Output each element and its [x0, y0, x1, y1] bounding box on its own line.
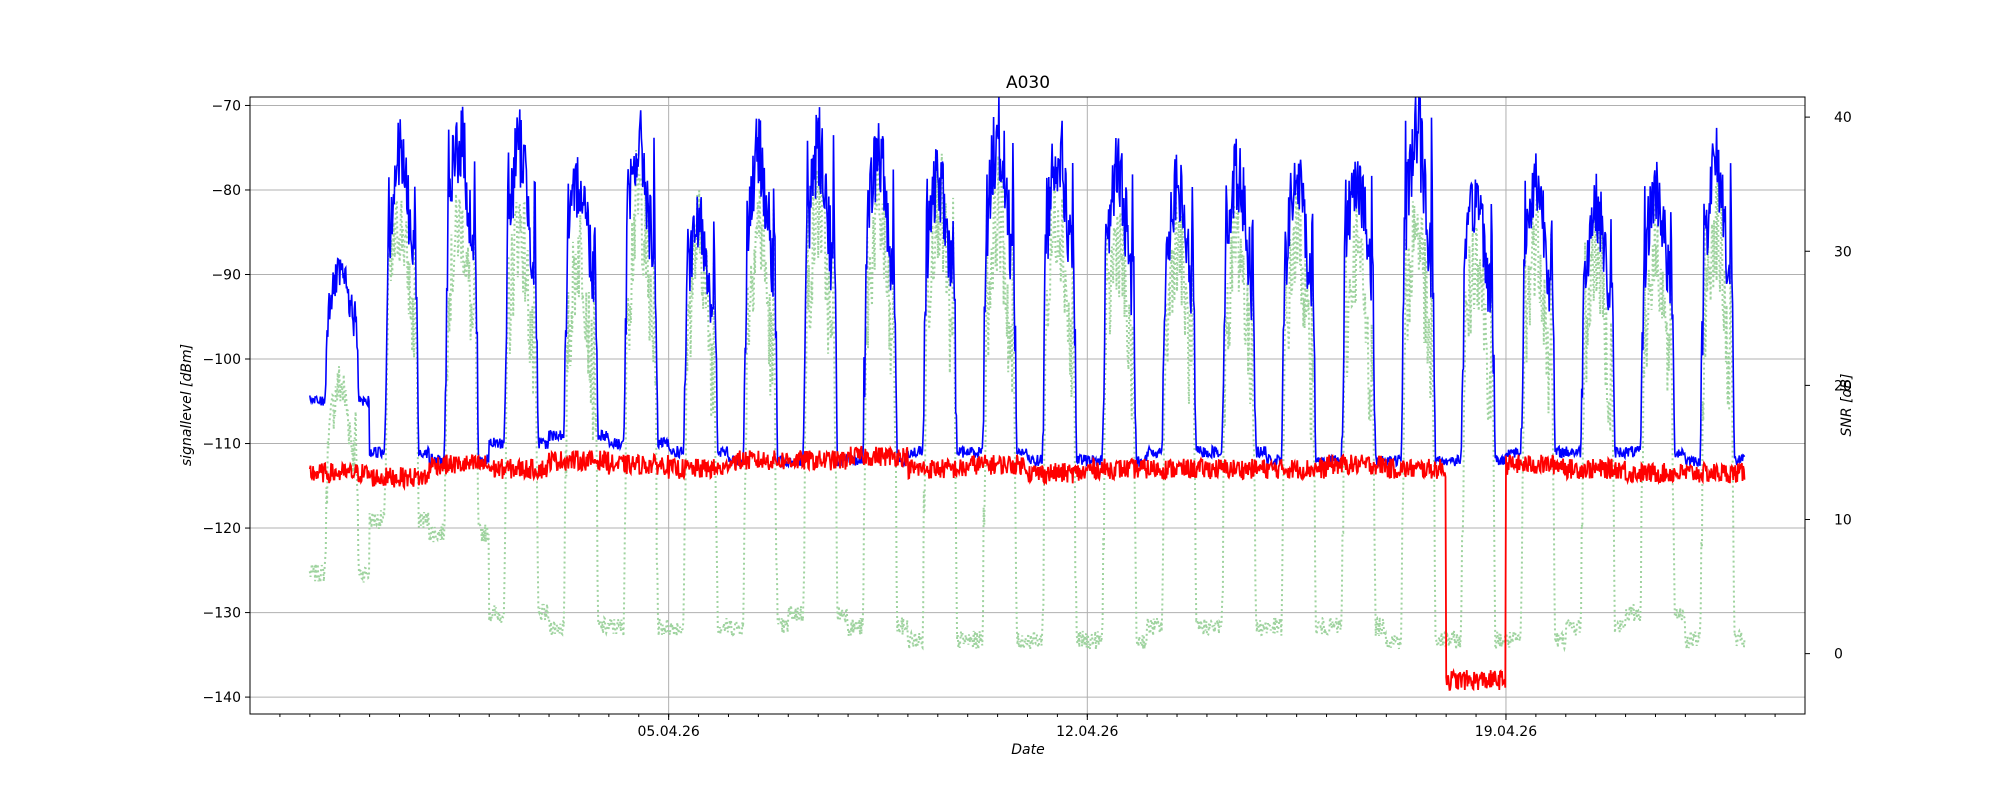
y-tick-label: −80 — [211, 183, 241, 199]
grid-lines — [250, 97, 1805, 714]
y2-tick-label: 20 — [1834, 378, 1852, 394]
x-tick-label: 12.04.26 — [1056, 724, 1118, 740]
x-axis-label: Date — [1011, 742, 1044, 758]
chart-title: A030 — [1006, 73, 1050, 93]
y2-tick-label: 40 — [1834, 110, 1852, 126]
y-axis-label: signallevel [dBm] — [179, 344, 195, 466]
y-tick-label: −100 — [203, 352, 241, 368]
x-tick-label: 19.04.26 — [1475, 724, 1537, 740]
x-tick-label: 05.04.26 — [637, 724, 699, 740]
y2-tick-label: 0 — [1834, 647, 1843, 663]
signal-series-line — [309, 96, 1746, 469]
noise-series-line — [308, 445, 1746, 692]
y-tick-label: −120 — [203, 521, 241, 537]
y-tick-label: −90 — [211, 267, 241, 283]
snr-series-line — [308, 149, 1746, 653]
axes: −70 −80 −90 −100 −110 −120 −130 −140 40 30 20 10 0 05… — [203, 98, 1852, 740]
y2-tick-label: 30 — [1834, 244, 1852, 260]
y2-tick-label: 10 — [1834, 513, 1852, 529]
plot-area — [308, 96, 1746, 692]
y-tick-label: −130 — [203, 606, 241, 622]
y2-axis-label: SNR [dB] — [1839, 374, 1855, 437]
y-tick-label: −140 — [203, 690, 241, 706]
y-tick-label: −70 — [211, 98, 241, 114]
y-tick-label: −110 — [203, 437, 241, 453]
